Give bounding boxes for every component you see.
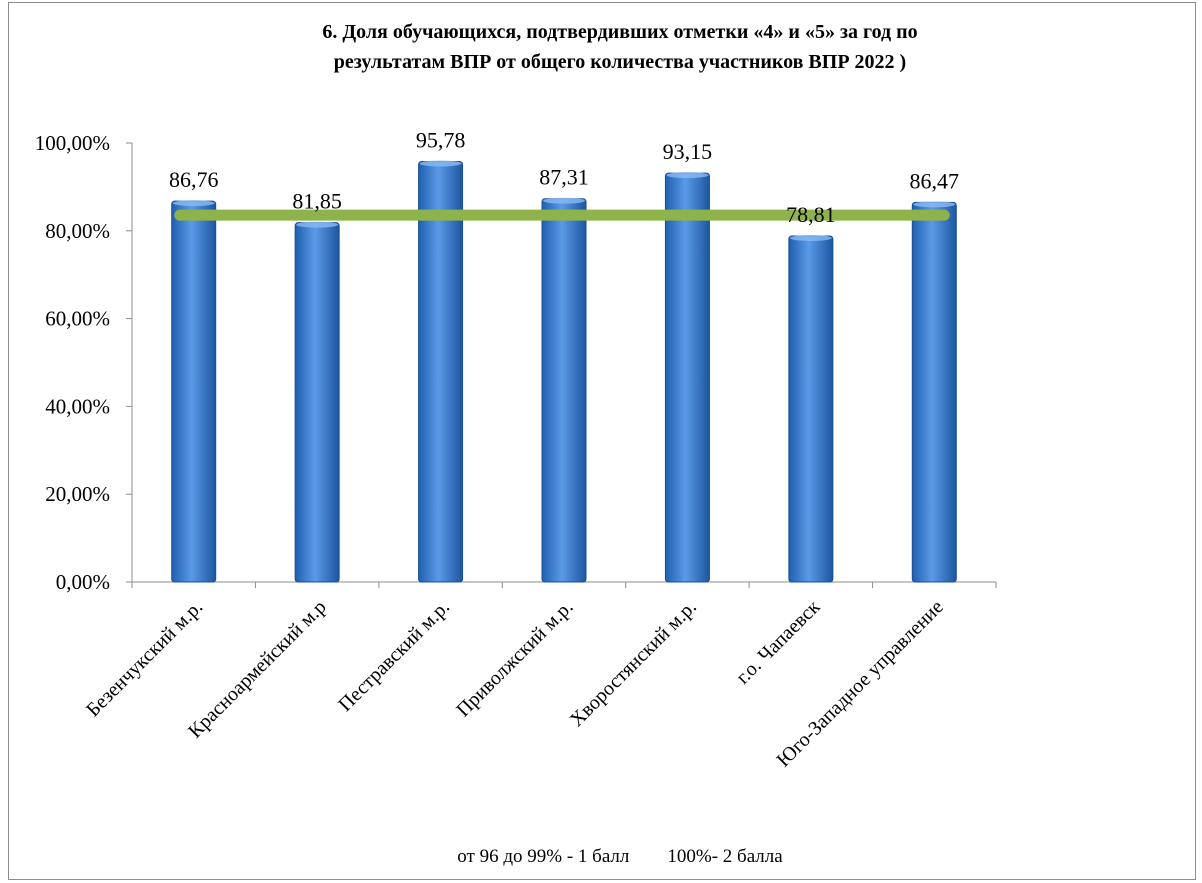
- category-label: Приволжский м.р.: [452, 596, 577, 721]
- data-label: 86,47: [910, 168, 960, 193]
- bar-top-highlight: [296, 221, 339, 228]
- data-label: 81,85: [292, 189, 342, 214]
- data-label: 78,81: [786, 202, 836, 227]
- bar-top-highlight: [789, 235, 832, 242]
- bar: [171, 200, 217, 583]
- bar-top-highlight: [543, 197, 585, 204]
- data-labels: 86,76 81,85 95,78 87,31 93,15 78,81 86,47: [169, 128, 959, 227]
- y-tick-label: 100,00%: [35, 131, 110, 155]
- y-tick-label: 20,00%: [45, 482, 110, 506]
- bar-top-highlight: [172, 200, 215, 207]
- category-label: Красноармейский м.р: [184, 596, 331, 743]
- category-label: Безенчукский м.р.: [82, 596, 207, 721]
- bar: [541, 198, 587, 583]
- bar: [418, 161, 464, 583]
- data-label: 86,76: [169, 167, 219, 192]
- y-tick-label: 60,00%: [45, 307, 110, 331]
- category-label: Пестравский м.р.: [334, 596, 454, 716]
- y-tick-label: 80,00%: [45, 219, 110, 243]
- bar: [788, 235, 834, 583]
- bar-top-highlight: [913, 201, 956, 208]
- y-tick-label: 0,00%: [56, 570, 110, 594]
- data-label: 87,31: [539, 165, 589, 190]
- axes: 0,00% 20,00% 40,00% 60,00% 80,00% 100,00%: [35, 131, 997, 594]
- bar-top-highlight: [666, 172, 709, 179]
- y-tick-label: 40,00%: [45, 394, 110, 418]
- data-label: 95,78: [416, 128, 466, 153]
- data-label: 93,15: [663, 139, 713, 164]
- bar-top-highlight: [419, 160, 462, 167]
- bar: [294, 222, 340, 583]
- footnote: от 96 до 99% - 1 балл 100%- 2 балла: [457, 846, 783, 867]
- bar: [911, 201, 957, 583]
- chart-title-line-2: результатам ВПР от общего количества уча…: [334, 51, 906, 73]
- bars: [171, 160, 957, 583]
- category-label: Хворостянский м.р.: [566, 596, 701, 731]
- chart-title-line-1: 6. Доля обучающихся, подтвердивших отмет…: [322, 21, 917, 43]
- category-labels: Безенчукский м.р.Красноармейский м.р Пест…: [82, 596, 948, 772]
- bar: [664, 172, 710, 583]
- category-label: г.о. Чапаевск: [732, 596, 825, 689]
